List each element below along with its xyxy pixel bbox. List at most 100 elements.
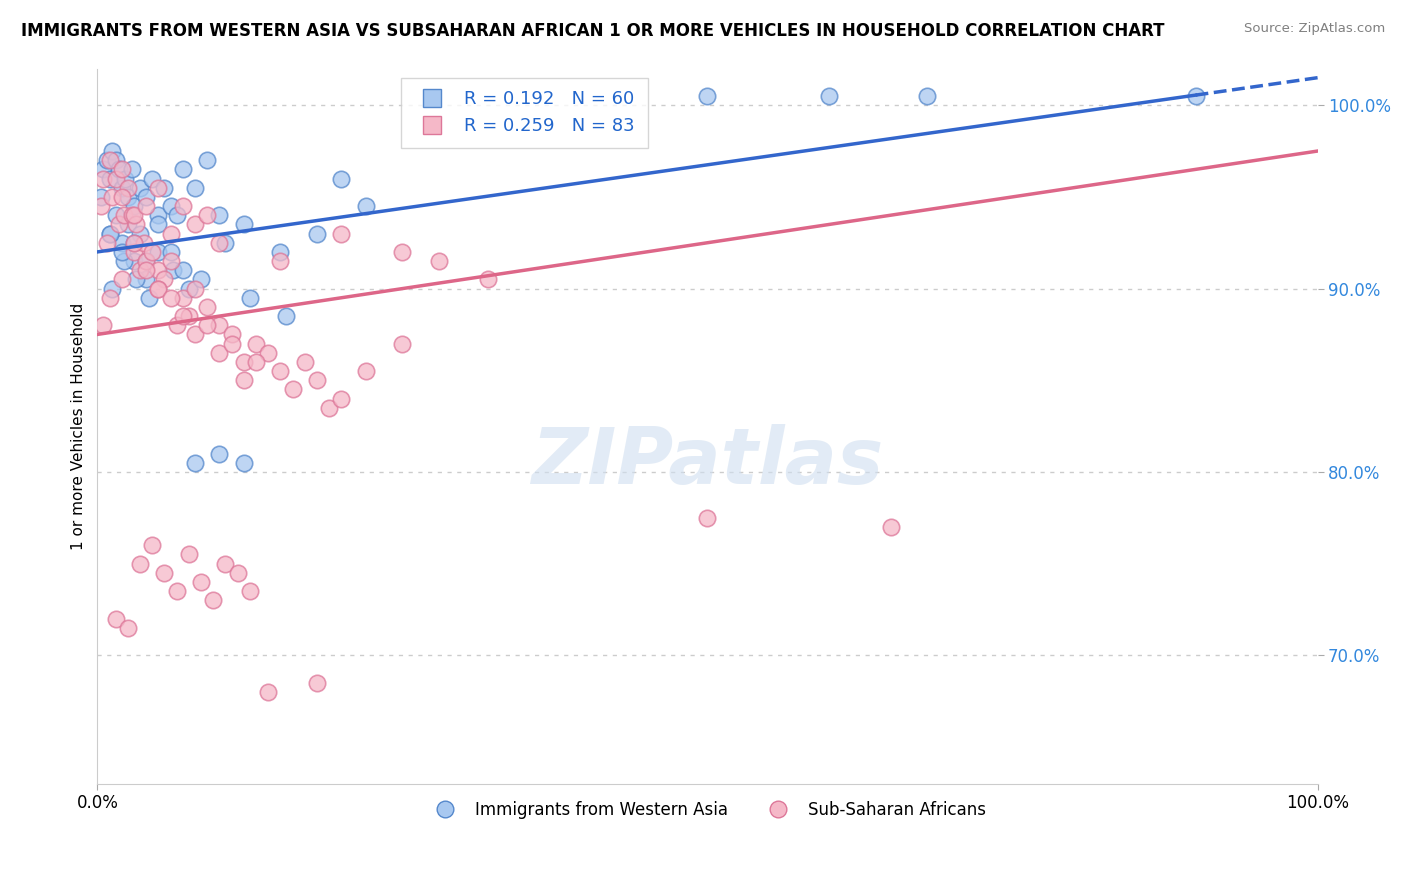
- Point: [257, 345, 280, 359]
- Point: [318, 401, 340, 415]
- Point: [111, 244, 134, 259]
- Point: [195, 318, 218, 333]
- Point: [148, 282, 170, 296]
- Point: [330, 392, 353, 406]
- Point: [172, 291, 194, 305]
- Point: [153, 180, 176, 194]
- Point: [190, 272, 212, 286]
- Point: [1184, 89, 1206, 103]
- Point: [98, 227, 121, 241]
- Point: [104, 153, 127, 168]
- Point: [111, 272, 134, 286]
- Point: [172, 263, 194, 277]
- Point: [125, 218, 148, 232]
- Point: [93, 318, 115, 333]
- Point: [117, 218, 139, 232]
- Point: [135, 254, 157, 268]
- Point: [135, 272, 157, 286]
- Point: [208, 345, 231, 359]
- Point: [818, 89, 841, 103]
- Point: [104, 171, 127, 186]
- Point: [129, 557, 152, 571]
- Point: [208, 318, 231, 333]
- Point: [111, 180, 134, 194]
- Point: [148, 208, 170, 222]
- Point: [104, 208, 127, 222]
- Point: [239, 291, 262, 305]
- Point: [148, 218, 170, 232]
- Point: [172, 309, 194, 323]
- Point: [305, 227, 328, 241]
- Point: [121, 208, 143, 222]
- Point: [172, 162, 194, 177]
- Point: [245, 336, 267, 351]
- Point: [245, 355, 267, 369]
- Point: [138, 291, 160, 305]
- Point: [184, 327, 207, 342]
- Point: [696, 89, 718, 103]
- Point: [195, 208, 218, 222]
- Point: [166, 318, 188, 333]
- Point: [132, 235, 155, 250]
- Point: [391, 336, 413, 351]
- Point: [121, 162, 143, 177]
- Point: [214, 235, 236, 250]
- Point: [90, 199, 112, 213]
- Point: [696, 511, 718, 525]
- Point: [148, 180, 170, 194]
- Point: [148, 263, 170, 277]
- Point: [269, 254, 291, 268]
- Point: [93, 171, 115, 186]
- Point: [111, 162, 134, 177]
- Point: [125, 272, 148, 286]
- Point: [135, 199, 157, 213]
- Point: [232, 456, 254, 470]
- Point: [294, 355, 316, 369]
- Point: [101, 144, 124, 158]
- Point: [122, 199, 145, 213]
- Point: [305, 373, 328, 387]
- Point: [879, 520, 901, 534]
- Point: [98, 171, 121, 186]
- Point: [141, 538, 163, 552]
- Point: [148, 282, 170, 296]
- Point: [162, 263, 184, 277]
- Point: [281, 383, 304, 397]
- Point: [96, 153, 118, 168]
- Point: [427, 254, 450, 268]
- Point: [232, 218, 254, 232]
- Point: [184, 282, 207, 296]
- Point: [129, 180, 152, 194]
- Point: [135, 254, 157, 268]
- Point: [159, 254, 181, 268]
- Point: [195, 153, 218, 168]
- Point: [208, 447, 231, 461]
- Point: [221, 336, 243, 351]
- Point: [195, 300, 218, 314]
- Point: [98, 153, 121, 168]
- Point: [104, 612, 127, 626]
- Point: [122, 254, 145, 268]
- Point: [177, 309, 200, 323]
- Point: [96, 235, 118, 250]
- Point: [221, 327, 243, 342]
- Point: [172, 199, 194, 213]
- Point: [159, 291, 181, 305]
- Point: [122, 208, 145, 222]
- Point: [129, 263, 152, 277]
- Point: [122, 235, 145, 250]
- Point: [141, 244, 163, 259]
- Point: [190, 574, 212, 589]
- Point: [135, 190, 157, 204]
- Point: [257, 685, 280, 699]
- Point: [330, 171, 353, 186]
- Point: [117, 180, 139, 194]
- Text: IMMIGRANTS FROM WESTERN ASIA VS SUBSAHARAN AFRICAN 1 OR MORE VEHICLES IN HOUSEHO: IMMIGRANTS FROM WESTERN ASIA VS SUBSAHAR…: [21, 22, 1164, 40]
- Point: [354, 364, 377, 378]
- Point: [159, 227, 181, 241]
- Point: [98, 291, 121, 305]
- Point: [202, 593, 225, 607]
- Point: [214, 557, 236, 571]
- Point: [166, 584, 188, 599]
- Point: [153, 566, 176, 580]
